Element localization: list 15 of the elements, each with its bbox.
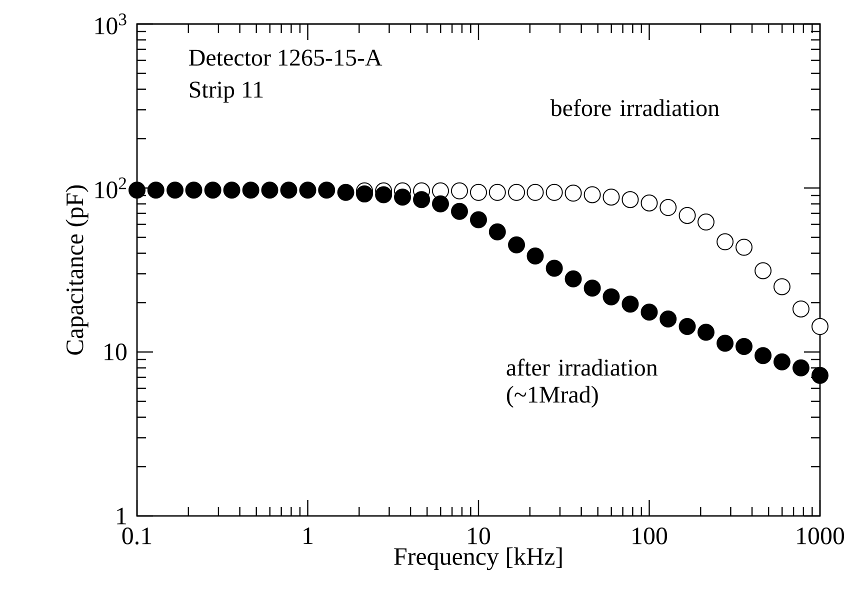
x-axis-title: Frequency [kHz] bbox=[394, 547, 562, 570]
y-tick-label: 10$^{3}$ bbox=[95, 14, 126, 34]
annotation: Strip 11 bbox=[190, 82, 263, 103]
y-tick-label: 1 bbox=[117, 508, 126, 524]
x-tick-label: 10 bbox=[468, 528, 490, 544]
y-tick-label: 10 bbox=[104, 344, 127, 360]
x-tick-label: 100 bbox=[632, 528, 668, 544]
series-label: after irradiation (~1Mrad) bbox=[506, 358, 658, 408]
x-tick-label: 0.1 bbox=[122, 528, 152, 545]
text: before irradiation bbox=[550, 99, 720, 116]
y-tick-label: 10$^{2}$ bbox=[95, 178, 126, 198]
x-tick-label: 1000 bbox=[797, 528, 844, 544]
y-axis-title: Capacitance (pF) bbox=[66, 185, 88, 355]
annotation: Detector 1265-15-A bbox=[189, 50, 382, 66]
x-tick-label: 1 bbox=[304, 528, 312, 544]
